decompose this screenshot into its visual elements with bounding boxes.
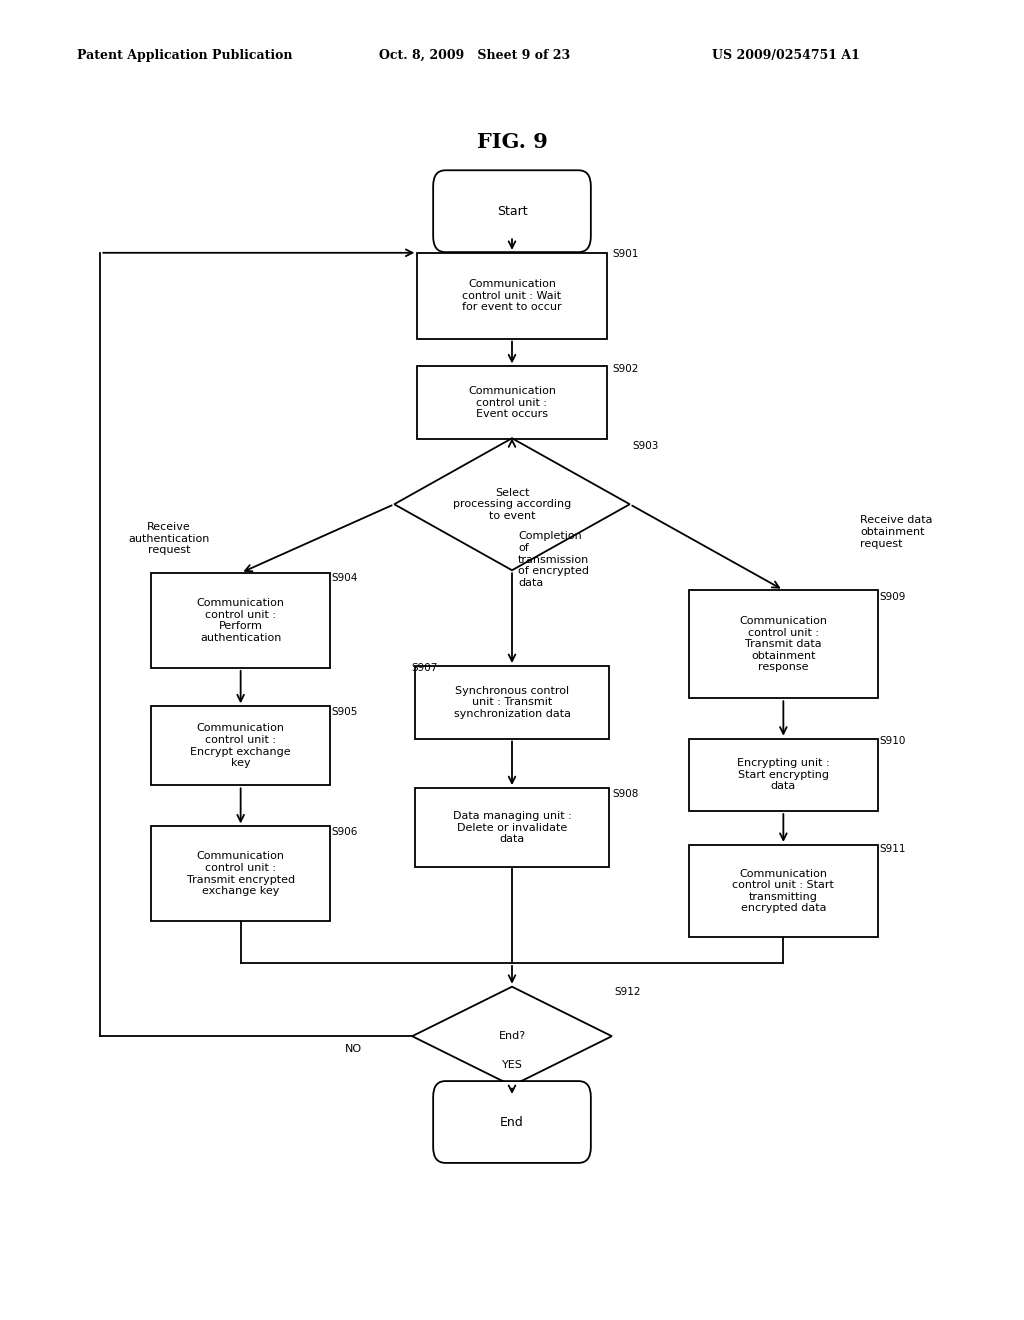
Text: NO: NO (345, 1044, 361, 1055)
Text: Encrypting unit :
Start encrypting
data: Encrypting unit : Start encrypting data (737, 758, 829, 792)
FancyBboxPatch shape (152, 826, 330, 921)
FancyBboxPatch shape (152, 573, 330, 668)
Text: S909: S909 (880, 591, 906, 602)
Text: S908: S908 (612, 788, 639, 799)
Text: S906: S906 (332, 826, 358, 837)
Polygon shape (394, 438, 630, 570)
FancyBboxPatch shape (415, 788, 609, 867)
Text: Communication
control unit :
Transmit data
obtainment
response: Communication control unit : Transmit da… (739, 616, 827, 672)
Text: S907: S907 (412, 663, 438, 673)
Polygon shape (412, 987, 612, 1085)
FancyBboxPatch shape (433, 170, 591, 252)
Text: S902: S902 (612, 363, 639, 374)
Text: Communication
control unit :
Event occurs: Communication control unit : Event occur… (468, 385, 556, 420)
FancyBboxPatch shape (418, 366, 606, 438)
Text: End: End (500, 1115, 524, 1129)
Text: Communication
control unit :
Encrypt exchange
key: Communication control unit : Encrypt exc… (190, 723, 291, 768)
Text: Completion
of
transmission
of encrypted
data: Completion of transmission of encrypted … (518, 532, 590, 587)
Text: Oct. 8, 2009   Sheet 9 of 23: Oct. 8, 2009 Sheet 9 of 23 (379, 49, 570, 62)
FancyBboxPatch shape (152, 706, 330, 785)
Text: Communication
control unit : Wait
for event to occur: Communication control unit : Wait for ev… (462, 279, 562, 313)
Text: Communication
control unit :
Perform
authentication: Communication control unit : Perform aut… (197, 598, 285, 643)
Text: Patent Application Publication: Patent Application Publication (77, 49, 292, 62)
Text: Select
processing according
to event: Select processing according to event (453, 487, 571, 521)
Text: S903: S903 (633, 441, 659, 451)
FancyBboxPatch shape (688, 845, 878, 937)
FancyBboxPatch shape (415, 667, 609, 739)
Text: Start: Start (497, 205, 527, 218)
Text: End?: End? (499, 1031, 525, 1041)
Text: S901: S901 (612, 248, 639, 259)
Text: Communication
control unit : Start
transmitting
encrypted data: Communication control unit : Start trans… (732, 869, 835, 913)
FancyBboxPatch shape (688, 590, 878, 698)
Text: S911: S911 (880, 843, 906, 854)
FancyBboxPatch shape (418, 253, 606, 338)
Text: Data managing unit :
Delete or invalidate
data: Data managing unit : Delete or invalidat… (453, 810, 571, 845)
Text: Communication
control unit :
Transmit encrypted
exchange key: Communication control unit : Transmit en… (186, 851, 295, 896)
Text: FIG. 9: FIG. 9 (476, 132, 548, 152)
Text: Receive data
obtainment
request: Receive data obtainment request (860, 515, 933, 549)
FancyBboxPatch shape (433, 1081, 591, 1163)
Text: Receive
authentication
request: Receive authentication request (128, 521, 210, 556)
Text: YES: YES (502, 1060, 522, 1071)
Text: S910: S910 (880, 735, 906, 746)
Text: S904: S904 (332, 573, 358, 583)
FancyBboxPatch shape (688, 739, 878, 810)
Text: S912: S912 (614, 986, 641, 997)
Text: US 2009/0254751 A1: US 2009/0254751 A1 (712, 49, 859, 62)
Text: Synchronous control
unit : Transmit
synchronization data: Synchronous control unit : Transmit sync… (454, 685, 570, 719)
Text: S905: S905 (332, 706, 358, 717)
